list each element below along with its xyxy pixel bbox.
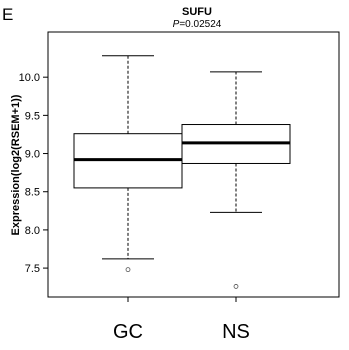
p-value: =0.02524: [179, 19, 221, 30]
y-axis: 7.5 8.0 8.5 9.0 9.5 10.0: [19, 72, 48, 275]
box-gc: [73, 55, 183, 273]
x-category-label: NS: [222, 321, 250, 343]
x-axis: GC NS: [113, 297, 250, 343]
panel-letter: E: [2, 5, 13, 24]
y-tick-label: 9.5: [25, 110, 40, 122]
box-ns: [181, 71, 291, 289]
y-tick-label: 8.5: [25, 187, 40, 199]
y-tick-label: 7.5: [25, 263, 40, 275]
y-tick-label: 10.0: [19, 72, 40, 84]
chart-subtitle: P=0.02524: [173, 19, 222, 30]
p-symbol: P: [173, 19, 180, 30]
y-axis-label: Expression(log2(RSEM+1)): [10, 94, 22, 235]
outlier-point: [233, 284, 239, 289]
y-tick-label: 9.0: [25, 149, 40, 161]
plot-frame: [47, 31, 340, 298]
outlier-point: [125, 267, 131, 273]
x-category-label: GC: [113, 321, 143, 343]
boxes: [73, 55, 291, 289]
chart-title: SUFU: [182, 6, 212, 18]
y-tick-label: 8.0: [25, 225, 40, 237]
